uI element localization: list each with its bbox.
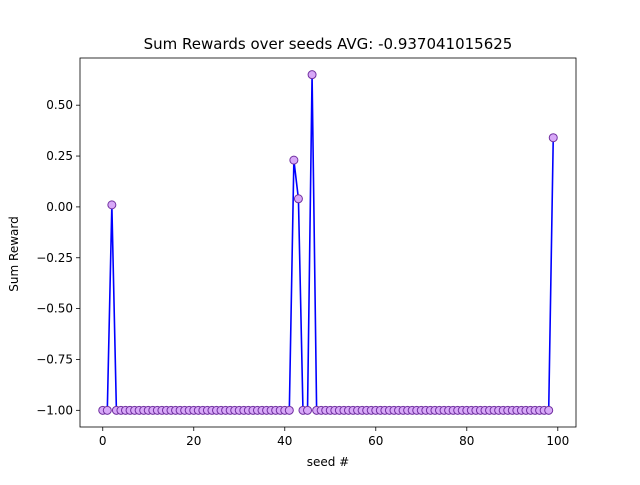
data-point-marker [289, 155, 299, 165]
x-tick-label: 80 [459, 434, 474, 448]
y-tick-label: −1.00 [36, 403, 73, 417]
data-point-marker [284, 405, 294, 415]
y-tick-label: −0.50 [36, 302, 73, 316]
plot-area: 0 20 40 60 80 100 −1.00 −0.75 −0.50 −0.25 0.00 0.25… [36, 57, 577, 448]
data-point-marker [307, 70, 317, 80]
x-tick-label: 20 [186, 434, 201, 448]
x-tick-label: 100 [546, 434, 569, 448]
data-point-marker [303, 405, 313, 415]
x-axis-label: seed # [307, 455, 350, 469]
x-tick-label: 60 [368, 434, 383, 448]
data-point-marker [544, 405, 554, 415]
data-point-marker [107, 200, 117, 210]
x-tick-label: 40 [277, 434, 292, 448]
y-tick-label: 0.00 [46, 200, 73, 214]
y-tick-label: −0.25 [36, 251, 73, 265]
x-tick-label: 0 [99, 434, 107, 448]
chart-title: Sum Rewards over seeds AVG: -0.937041015… [144, 35, 513, 53]
y-axis-label: Sum Reward [7, 216, 21, 291]
data-point-marker [102, 405, 112, 415]
data-point-marker [548, 133, 558, 143]
y-tick-label: −0.75 [36, 352, 73, 366]
axes-frame [79, 57, 577, 428]
y-tick-label: 0.25 [46, 149, 73, 163]
data-point-marker [293, 194, 303, 204]
y-tick-label: 0.50 [46, 98, 73, 112]
